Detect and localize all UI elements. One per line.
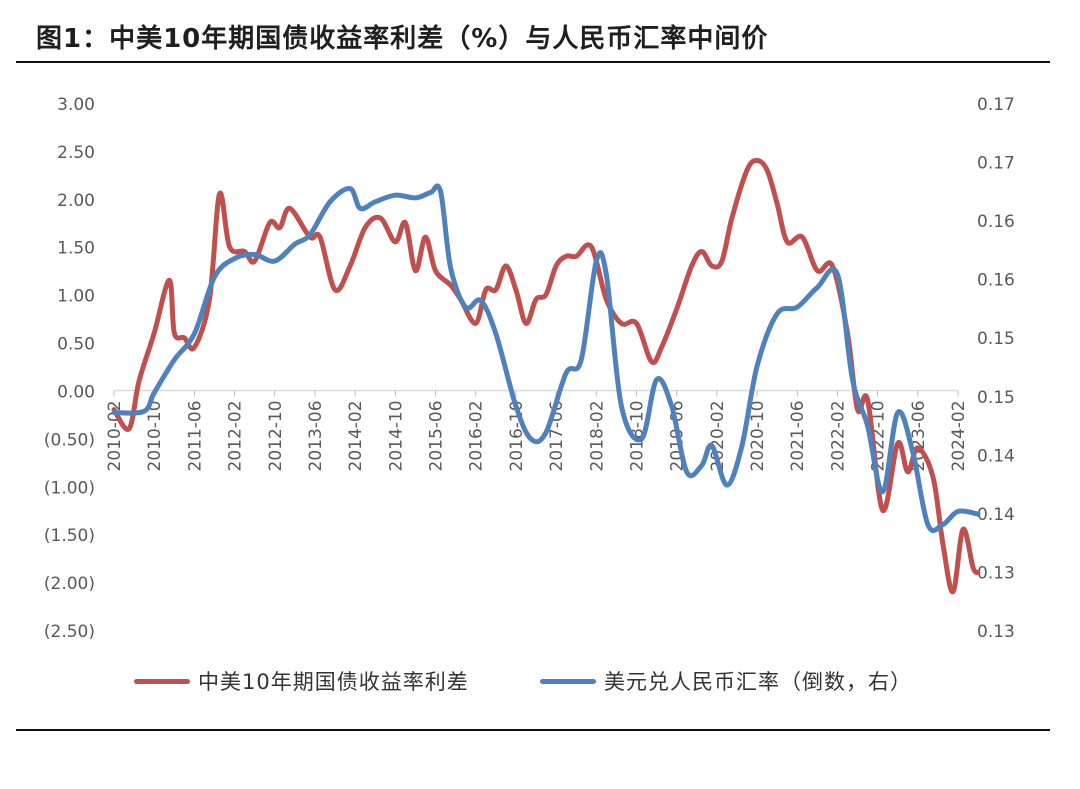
right-tick-label: 0.14 [977,446,1015,466]
left-tick-label: (0.50) [44,430,95,450]
x-tick-label: 2018-10 [627,400,647,471]
series-line-spread [111,158,981,595]
right-tick-label: 0.14 [977,505,1015,525]
x-axis: 2010-02 2010-10 2011-06 2012-02 2012-10 2013-… [105,390,969,471]
right-axis: 0.17 0.17 0.16 0.16 0.15 0.15 0.14 0.14 0.13 0.13 [977,95,1015,642]
x-tick-label: 2017-06 [547,400,567,471]
x-tick-label: 2012-02 [226,400,246,471]
x-tick-label: 2024-02 [949,400,969,471]
left-tick-label: (1.00) [44,478,95,498]
x-tick-label: 2014-10 [386,400,406,471]
legend-swatch-fx [540,678,596,684]
right-tick-label: 0.15 [977,329,1015,349]
legend-item-fx: 美元兑人民币汇率（倒数，右） [540,666,912,696]
bottom-rule [16,729,1050,731]
left-axis: 3.00 2.50 2.00 1.50 1.00 0.50 0.00 (0.50) (1.00)… [44,95,95,642]
left-tick-label: 2.00 [57,191,95,211]
series-line-fx [111,183,981,533]
legend-label-fx: 美元兑人民币汇率（倒数，右） [604,670,912,694]
x-tick-label: 2016-02 [467,400,487,471]
right-tick-label: 0.16 [977,212,1015,232]
left-tick-label: (2.50) [44,622,95,642]
legend-swatch-spread [134,678,190,684]
x-tick-label: 2022-02 [828,400,848,471]
right-tick-label: 0.13 [977,622,1015,642]
right-tick-label: 0.15 [977,388,1015,408]
left-tick-label: 3.00 [57,95,95,115]
x-tick-label: 2018-02 [587,400,607,471]
x-tick-label: 2010-10 [145,400,165,471]
top-rule [16,61,1050,63]
right-tick-label: 0.13 [977,563,1015,583]
legend-label-spread: 中美10年期国债收益率利差 [198,670,469,694]
left-tick-label: 2.50 [57,143,95,163]
left-tick-label: (1.50) [44,526,95,546]
left-tick-label: (2.00) [44,574,95,594]
left-tick-label: 1.00 [57,287,95,307]
x-tick-label: 2011-06 [185,400,205,471]
x-tick-label: 2014-02 [346,400,366,471]
left-tick-label: 0.00 [57,382,95,402]
legend-item-spread: 中美10年期国债收益率利差 [134,666,469,696]
x-tick-label: 2021-06 [788,400,808,471]
left-tick-label: 0.50 [57,335,95,355]
x-tick-label: 2013-06 [306,400,326,471]
left-tick-label: 1.50 [57,239,95,259]
x-tick-label: 2020-10 [748,400,768,471]
legend: 中美10年期国债收益率利差 美元兑人民币汇率（倒数，右） [0,666,1080,696]
right-tick-label: 0.17 [977,154,1015,174]
chart-title: 图1：中美10年期国债收益率利差（%）与人民币汇率中间价 [36,24,769,54]
x-tick-label: 2012-10 [266,400,286,471]
series-layer [111,158,981,595]
right-tick-label: 0.16 [977,271,1015,291]
x-tick-label: 2015-06 [427,400,447,471]
right-tick-label: 0.17 [977,95,1015,115]
